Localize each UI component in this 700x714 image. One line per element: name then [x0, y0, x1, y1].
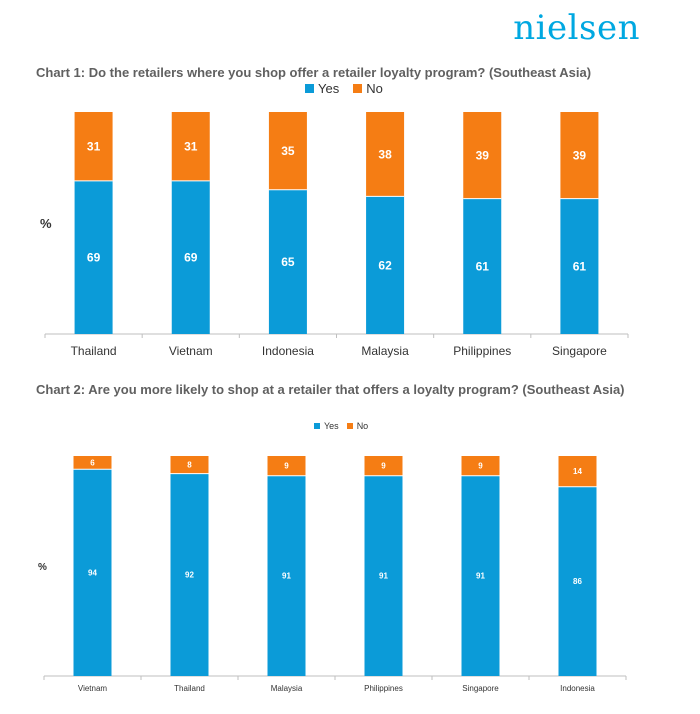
bar-yes-thailand: [74, 180, 113, 334]
data-label-yes: 69: [87, 251, 101, 265]
bar-no-thailand: [170, 456, 209, 474]
chart-2-y-axis-label: %: [38, 562, 47, 573]
bar-no-malaysia: [366, 112, 405, 197]
category-tick-label: Vietnam: [169, 344, 213, 358]
yes-swatch: [305, 84, 314, 93]
bar-no-singapore: [560, 112, 599, 199]
category-tick-label: Philippines: [364, 684, 403, 693]
bar-no-philippines: [463, 112, 502, 199]
data-label-yes: 92: [185, 571, 194, 580]
data-label-no: 6: [90, 458, 95, 467]
category-tick-label: Singapore: [462, 684, 499, 693]
chart-1-title: Chart 1: Do the retailers where you shop…: [36, 65, 592, 80]
data-label-yes: 69: [184, 251, 198, 265]
data-label-no: 9: [478, 462, 483, 471]
chart-1-legend-yes-label: Yes: [318, 81, 340, 96]
bar-no-indonesia: [558, 456, 597, 487]
chart-2-legend-yes: Yes: [314, 421, 339, 431]
data-label-no: 8: [187, 461, 192, 470]
category-tick-label: Vietnam: [78, 684, 108, 693]
data-label-no: 35: [281, 144, 295, 158]
bar-yes-thailand: [170, 473, 209, 676]
data-label-yes: 94: [88, 568, 97, 577]
data-label-no: 31: [87, 140, 101, 154]
data-label-no: 31: [184, 140, 198, 154]
chart-2-legend-yes-label: Yes: [324, 421, 339, 431]
bar-no-philippines: [364, 456, 403, 476]
bar-no-malaysia: [267, 456, 306, 476]
data-label-no: 14: [573, 467, 582, 476]
bar-yes-malaysia: [366, 196, 405, 334]
data-label-yes: 65: [281, 255, 295, 269]
yes-swatch: [314, 423, 320, 429]
data-label-yes: 61: [476, 259, 490, 273]
bar-no-indonesia: [268, 112, 307, 190]
bar-no-vietnam: [73, 456, 112, 470]
chart-2-legend-no-label: No: [356, 421, 369, 431]
category-tick-label: Malaysia: [271, 684, 303, 693]
category-tick-label: Indonesia: [560, 684, 595, 693]
data-label-yes: 91: [476, 572, 485, 581]
bar-yes-indonesia: [558, 486, 597, 676]
nielsen-logo: nielsen: [513, 8, 640, 48]
chart-2-title: Chart 2: Are you more likely to shop at …: [36, 382, 625, 397]
bar-no-thailand: [74, 112, 113, 181]
data-label-yes: 91: [379, 572, 388, 581]
data-label-no: 9: [284, 462, 289, 471]
bar-yes-philippines: [463, 198, 502, 334]
bar-yes-vietnam: [73, 469, 112, 676]
data-label-yes: 61: [573, 259, 587, 273]
data-label-no: 39: [476, 148, 490, 162]
data-label-no: 38: [378, 147, 392, 161]
data-label-yes: 62: [378, 258, 392, 272]
category-tick-label: Malaysia: [361, 344, 409, 358]
category-tick-label: Thailand: [174, 684, 205, 693]
bar-yes-singapore: [560, 198, 599, 334]
chart-1-y-axis-label: %: [40, 216, 52, 231]
data-label-yes: 86: [573, 577, 582, 586]
chart-2-legend-no: No: [346, 421, 369, 431]
no-swatch: [353, 84, 363, 93]
bar-yes-philippines: [364, 475, 403, 676]
category-tick-label: Philippines: [453, 344, 511, 358]
no-swatch: [346, 423, 353, 429]
chart-1-legend: Yes No: [305, 81, 383, 96]
bar-yes-indonesia: [268, 189, 307, 334]
chart-1-legend-no: No: [353, 81, 383, 96]
bar-yes-singapore: [461, 475, 500, 676]
bar-no-vietnam: [171, 112, 210, 181]
chart-1-legend-no-label: No: [366, 81, 383, 96]
category-tick-label: Thailand: [71, 344, 117, 358]
data-label-yes: 91: [282, 572, 291, 581]
category-tick-label: Singapore: [552, 344, 607, 358]
bar-no-singapore: [461, 456, 500, 476]
data-label-no: 9: [381, 462, 386, 471]
chart-2-legend: Yes No: [314, 421, 368, 431]
bar-yes-malaysia: [267, 475, 306, 676]
category-tick-label: Indonesia: [262, 344, 314, 358]
chart-1-plot: 69 31 Thailand 69 31 Vietnam 65 35 Indonesia 62 38…: [44, 112, 629, 358]
chart-1-legend-yes: Yes: [305, 81, 339, 96]
bar-yes-vietnam: [171, 180, 210, 334]
data-label-no: 39: [573, 148, 587, 162]
